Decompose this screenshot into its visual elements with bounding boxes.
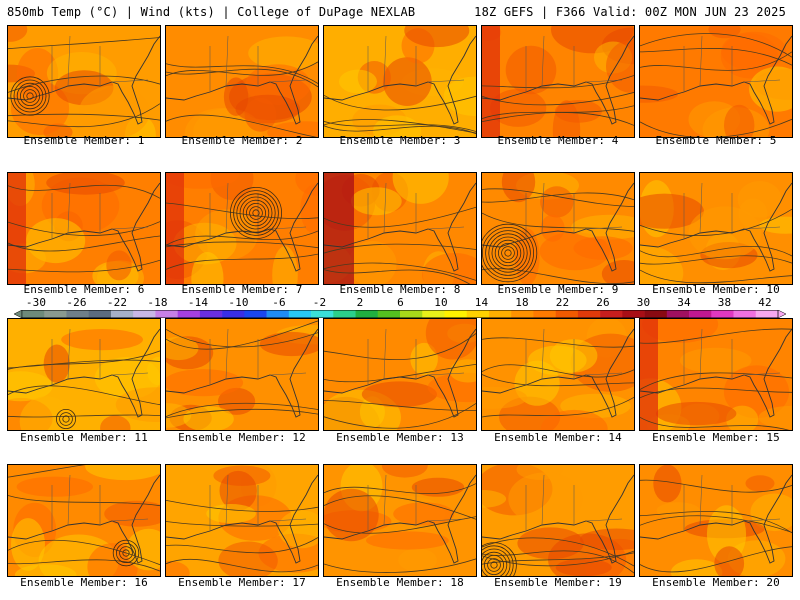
colorbar-swatch: [355, 310, 379, 318]
ensemble-member-label-19: Ensemble Member: 19: [494, 576, 622, 589]
colorbar-swatch: [644, 310, 668, 318]
ensemble-member-label-12: Ensemble Member: 12: [178, 431, 306, 444]
colorbar-swatch: [22, 310, 45, 318]
ensemble-map-11: [7, 318, 161, 431]
ensemble-map-16: [7, 464, 161, 577]
ensemble-member-label-14: Ensemble Member: 14: [494, 431, 622, 444]
colorbar-swatch: [400, 310, 423, 318]
temperature-colorbar: [14, 310, 786, 318]
ensemble-map-18: [323, 464, 477, 577]
colorbar-high-arrow: [777, 310, 786, 318]
colorbar-swatch: [177, 310, 201, 318]
colorbar-tick: -10: [228, 296, 249, 309]
colorbar-swatch: [66, 310, 90, 318]
model-valid-time: 18Z GEFS | F366 Valid: 00Z MON JUN 23 20…: [474, 5, 786, 19]
colorbar-swatch: [377, 310, 401, 318]
colorbar-swatch: [266, 310, 290, 318]
colorbar-swatch: [488, 310, 512, 318]
ensemble-member-label-15: Ensemble Member: 15: [652, 431, 780, 444]
ensemble-member-label-4: Ensemble Member: 4: [497, 134, 619, 147]
colorbar-swatch: [711, 310, 734, 318]
colorbar-swatch: [689, 310, 712, 318]
colorbar-swatch: [422, 310, 445, 318]
ensemble-map-17: [165, 464, 319, 577]
ensemble-member-label-6: Ensemble Member: 6: [23, 283, 145, 296]
colorbar-swatch: [511, 310, 534, 318]
colorbar-tick: -6: [272, 296, 286, 309]
ensemble-map-3: [323, 25, 477, 138]
colorbar-swatch: [110, 310, 134, 318]
ensemble-map-20: [639, 464, 793, 577]
ensemble-member-label-7: Ensemble Member: 7: [181, 283, 303, 296]
colorbar-swatch: [666, 310, 690, 318]
map-title: 850mb Temp (°C) | Wind (kts) | College o…: [7, 5, 416, 19]
colorbar-swatch: [133, 310, 156, 318]
ensemble-member-label-17: Ensemble Member: 17: [178, 576, 306, 589]
colorbar-tick: 10: [434, 296, 448, 309]
colorbar-swatch: [577, 310, 601, 318]
colorbar-tick: 38: [717, 296, 732, 309]
colorbar-tick: 14: [474, 296, 489, 309]
ensemble-member-label-13: Ensemble Member: 13: [336, 431, 464, 444]
colorbar-swatch: [444, 310, 468, 318]
ensemble-map-9: [481, 172, 635, 285]
colorbar-tick: 42: [758, 296, 772, 309]
colorbar-swatch: [44, 310, 67, 318]
colorbar-tick: -26: [66, 296, 87, 309]
colorbar-tick: 6: [397, 296, 404, 309]
ensemble-member-label-1: Ensemble Member: 1: [23, 134, 145, 147]
colorbar-tick: -2: [312, 296, 327, 309]
ensemble-map-8: [323, 172, 477, 285]
ensemble-member-label-8: Ensemble Member: 8: [339, 283, 461, 296]
ensemble-map-4: [481, 25, 635, 138]
colorbar-tick: -30: [25, 296, 47, 309]
colorbar-swatch: [466, 310, 490, 318]
colorbar-swatch: [533, 310, 556, 318]
colorbar-swatch: [199, 310, 223, 318]
colorbar-tick: 30: [636, 296, 651, 309]
ensemble-map-2: [165, 25, 319, 138]
colorbar-swatch: [622, 310, 645, 318]
colorbar-swatch: [755, 310, 779, 318]
colorbar-tick: 2: [356, 296, 364, 309]
ensemble-member-label-3: Ensemble Member: 3: [339, 134, 461, 147]
colorbar-swatch: [333, 310, 356, 318]
colorbar-swatch: [244, 310, 267, 318]
ensemble-map-5: [639, 25, 793, 138]
colorbar-low-arrow: [14, 310, 23, 318]
ensemble-map-7: [165, 172, 319, 285]
ensemble-map-15: [639, 318, 793, 431]
colorbar-tick: -14: [187, 296, 209, 309]
ensemble-member-label-18: Ensemble Member: 18: [336, 576, 464, 589]
ensemble-map-1: [7, 25, 161, 138]
colorbar-tick: 34: [677, 296, 691, 309]
colorbar-swatch: [222, 310, 245, 318]
colorbar-swatch: [311, 310, 334, 318]
ensemble-member-label-9: Ensemble Member: 9: [497, 283, 619, 296]
ensemble-map-10: [639, 172, 793, 285]
ensemble-member-label-20: Ensemble Member: 20: [652, 576, 780, 589]
colorbar-swatch: [155, 310, 178, 318]
colorbar-swatch: [600, 310, 623, 318]
ensemble-map-6: [7, 172, 161, 285]
ensemble-map-13: [323, 318, 477, 431]
ensemble-member-label-16: Ensemble Member: 16: [20, 576, 148, 589]
colorbar-tick: -22: [106, 296, 128, 309]
colorbar-swatch: [555, 310, 579, 318]
ensemble-map-19: [481, 464, 635, 577]
colorbar-swatch: [733, 310, 757, 318]
colorbar-swatch: [288, 310, 312, 318]
ensemble-member-label-11: Ensemble Member: 11: [20, 431, 148, 444]
colorbar-tick: 18: [515, 296, 529, 309]
ensemble-member-label-10: Ensemble Member: 10: [652, 283, 780, 296]
colorbar-tick: 22: [555, 296, 570, 309]
colorbar-tick: -18: [147, 296, 168, 309]
ensemble-map-12: [165, 318, 319, 431]
ensemble-member-label-2: Ensemble Member: 2: [181, 134, 303, 147]
ensemble-member-label-5: Ensemble Member: 5: [655, 134, 777, 147]
colorbar-tick: 26: [596, 296, 610, 309]
colorbar-swatch: [88, 310, 112, 318]
ensemble-map-14: [481, 318, 635, 431]
